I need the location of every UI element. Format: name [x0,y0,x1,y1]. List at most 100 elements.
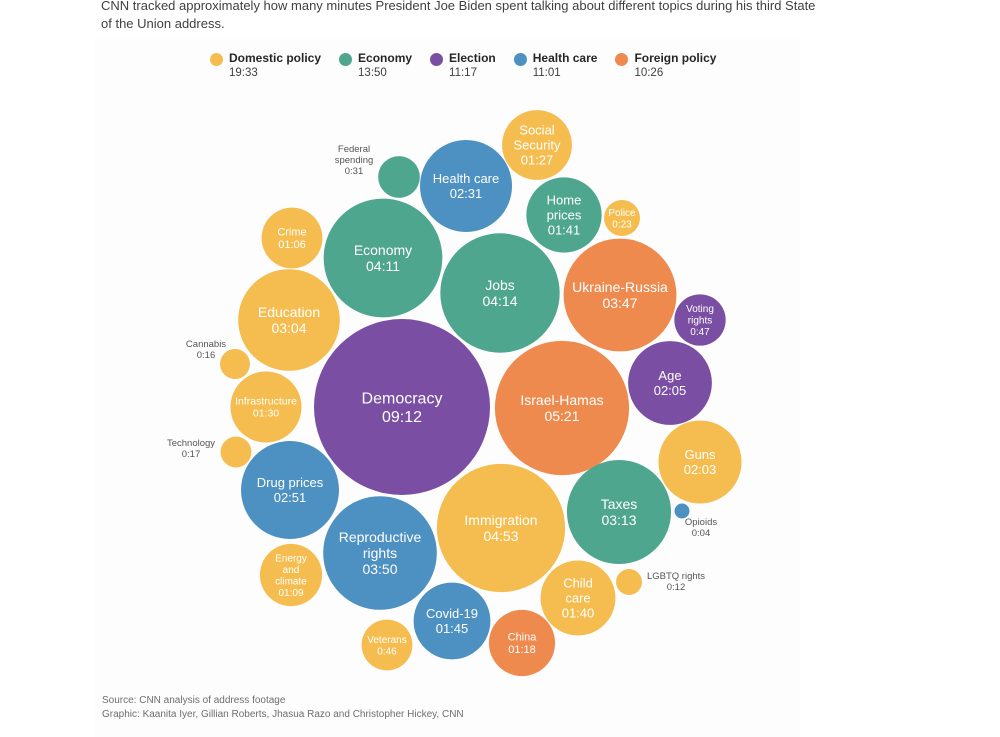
bubble-topic-label: Voting [686,304,714,315]
legend-value: 19:33 [229,67,258,79]
bubble-topic-label: Health care [433,171,499,186]
bubble-circle [674,294,726,346]
legend-swatch-economy [339,53,353,66]
legend-item-health-care: Health care 11:01 [513,51,597,80]
bubble-circle [604,200,640,236]
bubble-circle [540,560,616,636]
bubble-topic-label: Child [563,576,593,591]
legend-item-foreign-policy: Foreign policy 10:26 [615,51,716,80]
bubble-topic-label: Covid-19 [426,606,478,621]
bubble-circle [259,543,323,607]
legend: Domestic policy 19:33 Economy 13:50 Elec… [210,51,734,80]
bubble-time-label: 01:06 [278,239,306,251]
bubble-topic-label: Immigration [464,512,537,528]
chart-subtitle: CNN tracked approximately how many minut… [101,0,816,31]
bubble-circle [502,110,572,180]
bubble-topic-label: rights [363,545,397,561]
bubble-circle [616,569,642,595]
bubble-time-label: 0:23 [612,219,632,230]
bubble-circle [436,463,566,593]
bubble-circle [566,459,672,565]
bubble-time-label: 0:47 [690,327,710,338]
bubble-circle [230,371,302,443]
bubble-topic-label: Home [547,193,582,208]
bubble-circle [314,319,490,495]
bubble-topic-label: Federal [338,144,370,155]
bubble-circle [241,441,339,539]
legend-swatch-election [430,53,444,66]
bubble-circle [494,340,630,476]
legend-swatch-domestic-policy [210,53,223,66]
bubble-topic-label: rights [688,316,712,327]
bubble-topic-label: Police [608,208,636,219]
legend-swatch-foreign-policy [615,53,629,66]
bubble-time-label: 02:03 [684,462,717,477]
bubble-topic-label: Crime [277,227,306,239]
bubble-topic-label: Veterans [367,635,406,646]
bubble-circle [238,269,340,371]
bubble-topic-label: Energy [275,553,307,564]
bubble-topic-label: Drug prices [257,475,324,490]
bubble-time-label: 01:30 [253,408,279,420]
bubble-circle [563,238,677,352]
bubble-topic-label: Technology [167,438,215,449]
bubble-time-label: 01:27 [521,153,554,168]
legend-label: Election [449,51,496,65]
bubble-circle [378,156,420,198]
legend-value: 13:50 [358,67,387,79]
legend-value: 10:26 [634,67,664,79]
bubble-topic-label: Infrastructure [235,396,297,408]
bubble-time-label: 01:09 [278,588,303,599]
bubble-topic-label: spending [335,155,374,166]
bubble-circle [658,420,742,504]
bubble-topic-label: Jobs [485,277,515,293]
bubble-topic-label: care [565,591,590,606]
bubble-topic-label: Democracy [362,390,443,407]
bubble-topic-label: Opioids [685,517,717,528]
bubble-topic-label: Cannabis [186,339,226,350]
bubble-circle [323,198,443,318]
bubble-circle [440,233,560,353]
bubble-time-label: 04:11 [366,258,400,274]
legend-value: 11:17 [449,67,477,79]
bubble-time-label: 0:04 [692,528,711,539]
bubble-topic-label: Age [658,368,681,383]
chart-credits: Source: CNN analysis of address footage … [102,694,464,721]
bubble-topic-label: Israel-Hamas [520,392,603,408]
legend-label: Economy [358,51,413,65]
bubble-time-label: 04:14 [482,293,517,309]
bubble-circle [413,582,491,660]
bubble-democracy: Democracy 09:12 [314,319,490,495]
bubble-topic-label: Security [514,138,561,153]
source-note: Source: CNN analysis of address footage [102,695,286,706]
graphic-credit: Graphic: Kaanita Iyer, Gillian Roberts, … [102,708,464,720]
bubble-circle [361,619,413,671]
bubble-time-label: 04:53 [483,528,518,544]
legend-swatch-health-care [513,53,527,66]
bubble-time-label: 01:18 [508,644,536,656]
bubble-topic-label: China [508,632,538,644]
bubble-time-label: 02:31 [450,186,483,201]
bubble-time-label: 01:41 [548,223,581,238]
bubble-time-label: 03:04 [271,320,306,336]
